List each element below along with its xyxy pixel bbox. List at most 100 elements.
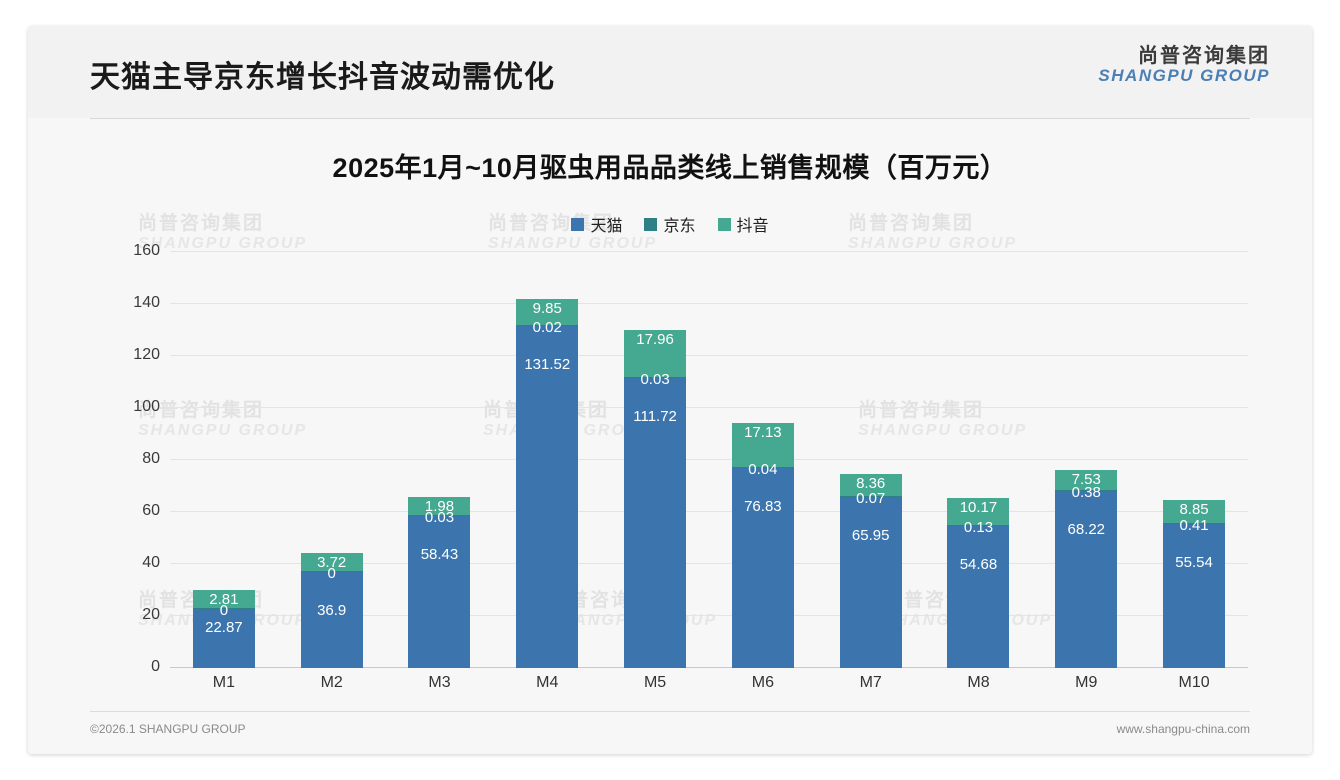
logo-english-text: SHANGPU GROUP [1098,66,1270,85]
bar-value-label: 9.85 [532,300,562,318]
gridline: 40 [142,554,1248,571]
logo-chinese-text: 尚普咨询集团 [1138,45,1270,67]
bar-segment-douyin[interactable]: 8.36 [839,473,902,496]
bar-slot-m9: 7.53 0.38 68.22 [1032,252,1140,668]
x-axis-labels: M1 M2 M3 M4 M5 M6 M7 M8 M9 M10 [170,674,1248,692]
legend-swatch-icon [571,217,585,231]
x-axis-line [170,667,1248,668]
footer-copyright: ©2026.1 SHANGPU GROUP [90,722,246,736]
bar-value-label: 22.87 [205,618,243,636]
x-axis-label-m7: M7 [859,674,882,691]
bar-value-label: 10.17 [959,499,998,517]
bar-slot-m8: 10.17 0.13 54.68 [925,252,1033,668]
y-axis-tick-label: 60 [142,502,160,519]
x-axis-label-m8: M8 [967,674,990,691]
bar-group: 2.81 0 22.87 3.72 0 36.9 1.98 0.03 58.43 9.85 0.02… [170,252,1248,668]
bar-value-label: 111.72 [633,407,677,425]
bar-value-label: 36.9 [317,602,347,620]
bar-segment-douyin[interactable]: 8.85 [1163,499,1226,523]
bar-value-label: 17.13 [744,423,782,441]
x-axis-label-m2: M2 [320,674,343,691]
y-axis-tick-label: 80 [142,450,160,467]
stacked-bar[interactable]: 1.98 0.03 58.43 [408,497,471,668]
stacked-bar[interactable]: 17.13 0.04 76.83 [731,422,794,668]
bar-segment-douyin[interactable]: 1.98 [408,497,471,516]
gridline: 140 [133,294,1248,311]
bar-segment-douyin[interactable]: 10.17 [947,498,1010,525]
chart-plot-area: 0 20 40 60 80 100 120 140 160 2.81 0 22.87 3.72 0 36.… [133,242,1248,675]
watermark-english: SHANGPU GROUP [488,234,658,252]
bar-value-label: 3.72 [317,554,347,572]
legend-label: 抖音 [736,218,769,235]
bar-segment-tmall[interactable]: 22.87 [192,608,255,668]
x-axis-label-m3: M3 [428,674,451,691]
x-axis-label-m10: M10 [1178,674,1210,691]
bar-value-label: 131.52 [524,356,571,374]
bar-segment-tmall[interactable]: 54.68 [947,525,1010,668]
y-axis-tick-label: 160 [133,242,160,259]
stacked-bar[interactable]: 8.36 0.07 65.95 [839,473,902,668]
gridline: 80 [142,450,1248,467]
stacked-bar[interactable]: 10.17 0.13 54.68 [947,498,1010,668]
bar-segment-tmall[interactable]: 68.22 [1055,490,1118,668]
bar-slot-m2: 3.72 0 36.9 [278,252,386,668]
gridline: 100 [133,398,1248,415]
bar-segment-douyin[interactable]: 17.96 [624,329,687,377]
bar-value-label: 8.36 [856,474,886,492]
stacked-bar[interactable]: 9.85 0.02 131.52 [516,299,579,668]
gridline: 20 [142,606,1248,623]
bar-value-label: 8.85 [1179,500,1209,518]
bar-segment-tmall[interactable]: 55.54 [1163,523,1226,668]
bar-slot-m4: 9.85 0.02 131.52 [493,252,601,668]
bar-segment-tmall[interactable]: 36.9 [300,572,363,668]
bar-value-label: 55.54 [1175,553,1213,571]
bar-slot-m6: 17.13 0.04 76.83 [709,252,817,668]
chart-title: 2025年1月~10月驱虫用品品类线上销售规模（百万元） [332,153,1008,183]
bar-segment-douyin[interactable]: 9.85 [516,299,579,326]
bar-value-label: 17.96 [636,330,674,348]
y-axis-tick-label: 40 [142,554,160,571]
bar-slot-m5: 17.96 0.03 111.72 [601,252,709,668]
bar-value-label: 1.98 [424,498,455,516]
bar-segment-tmall[interactable]: 65.95 [839,496,902,668]
stacked-bar[interactable]: 17.96 0.03 111.72 [624,329,687,668]
y-axis-tick-label: 120 [133,346,160,363]
bar-slot-m10: 8.85 0.41 55.54 [1140,252,1248,668]
page-title: 天猫主导京东增长抖音波动需优化 [90,61,555,94]
legend-label: 天猫 [590,218,623,235]
bar-segment-tmall[interactable]: 76.83 [731,468,794,668]
legend-item-3[interactable]: 抖音 [717,212,769,236]
stacked-bar[interactable]: 3.72 0 36.9 [300,553,363,668]
y-axis-tick-label: 0 [151,658,160,675]
bar-value-label: 2.81 [209,590,239,608]
footer-website[interactable]: www.shangpu-china.com [1116,722,1250,736]
slide: 天猫主导京东增长抖音波动需优化 尚普咨询集团 SHANGPU GROUP 202… [28,26,1312,754]
stacked-bar[interactable]: 2.81 0 22.87 [192,589,255,668]
bar-segment-tmall[interactable]: 58.43 [408,516,471,668]
gridline: 160 [133,242,1248,259]
bar-segment-douyin[interactable]: 17.13 [731,422,794,468]
bar-segment-tmall[interactable]: 131.52 [516,326,579,668]
legend-label: 京东 [663,218,696,235]
bar-value-label: 68.22 [1067,520,1106,538]
stacked-bar[interactable]: 8.85 0.41 55.54 [1163,499,1226,668]
bar-segment-douyin[interactable]: 3.72 [300,553,363,572]
bar-segment-douyin[interactable]: 2.81 [192,589,255,608]
bar-slot-m7: 8.36 0.07 65.95 [817,252,925,668]
header-divider [90,118,1250,119]
legend-item-1[interactable]: 天猫 [571,212,622,236]
x-axis-label-m5: M5 [643,674,667,691]
legend-swatch-icon [644,217,658,231]
bar-value-label: 54.68 [959,555,998,573]
bar-segment-tmall[interactable]: 111.72 [624,377,687,668]
y-axis-tick-label: 100 [133,398,160,415]
bar-slot-m1: 2.81 0 22.87 [170,252,278,668]
gridline: 60 [142,502,1248,519]
legend-item-2[interactable]: 京东 [644,212,696,236]
watermark-english: SHANGPU GROUP [138,234,308,252]
bar-segment-douyin[interactable]: 7.53 [1055,470,1118,490]
stacked-bar[interactable]: 7.53 0.38 68.22 [1055,470,1118,668]
bar-slot-m3: 1.98 0.03 58.43 [386,252,494,668]
bar-value-label: 58.43 [420,546,459,564]
x-axis-label-m1: M1 [212,674,236,691]
